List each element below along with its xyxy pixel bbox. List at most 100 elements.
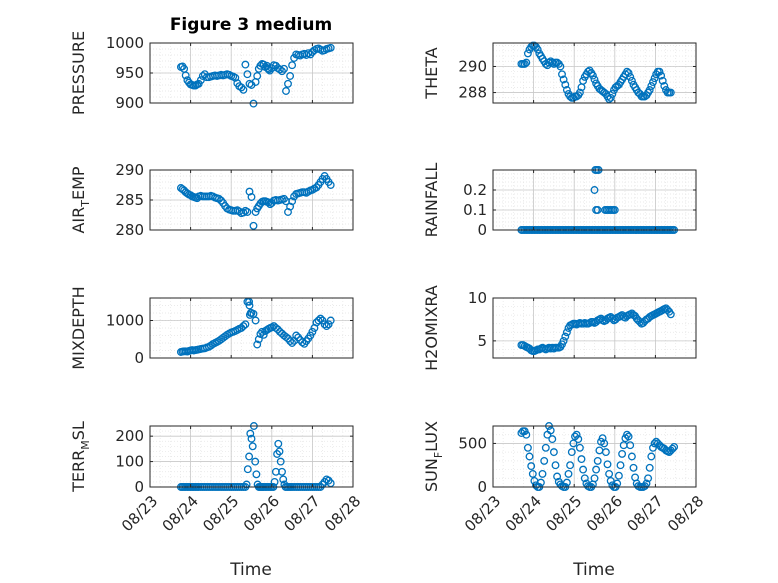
data-point [647,82,656,90]
data-point [522,58,531,67]
data-point [575,88,584,97]
data-point [273,325,282,334]
data-point [561,332,570,341]
data-point [649,78,657,87]
data-point [322,322,331,331]
data-point [246,429,255,438]
axes-box [492,425,697,488]
data-point [606,476,615,485]
data-point [326,181,335,189]
data-point [275,65,284,74]
data-point [598,434,607,443]
data-point [196,76,205,85]
y-tick-label: 0 [134,349,144,367]
data-point [655,67,664,76]
y-tick-label: 1000 [106,312,144,330]
data-point [590,474,599,483]
data-point [546,426,555,435]
y-axis-label: AIRTEMP [69,166,92,233]
subplot-1-pressure: 900 950 1000 PRESSURE [69,31,354,115]
data-point [316,314,325,323]
data-point [248,442,257,451]
data-point [590,75,599,84]
subplot-2-theta: 288 290 THETA [422,41,697,104]
data-point [645,86,654,94]
data-point [533,45,542,54]
data-point [282,333,290,341]
data-point [626,441,635,450]
data-point [253,72,262,80]
data-point [580,474,589,483]
data-point [280,194,288,203]
data-point [306,50,315,59]
data-point [284,79,292,88]
data-point [254,335,263,344]
data-point [288,197,297,206]
data-point [536,478,545,487]
data-point [314,316,323,325]
data-point [525,452,534,461]
data-point [278,67,286,76]
data-point [559,336,568,345]
data-point [270,477,279,486]
y-tick-label: 5 [477,332,487,350]
data-point [286,72,295,80]
subplot-4-rainfall: 0 0.1 0.2 RAINFALL [422,163,697,239]
data-point [645,463,654,472]
data-point [247,193,256,201]
data-point [556,62,565,71]
data-point [282,87,290,95]
data-point [181,71,190,80]
data-point [666,310,675,319]
data-point [564,469,573,478]
data-point [251,316,260,325]
data-point [627,76,636,85]
data-point [592,465,601,474]
data-point [288,339,297,347]
x-axis-label-left: Time [229,560,272,580]
data-point [627,452,636,461]
data-point [608,89,617,98]
data-point [558,70,566,79]
data-point [647,452,656,461]
data-point [278,467,286,476]
data-point [247,434,256,443]
y-tick-label: 0 [477,478,487,496]
data-point [243,465,252,474]
data-point [624,432,633,441]
figure-title: Figure 3 medium [170,15,332,35]
data-point [549,448,558,457]
data-point [249,99,258,108]
data-point [579,465,588,474]
data-point [288,61,297,70]
data-point [286,337,295,346]
data-point [249,221,258,230]
data-point [252,470,261,479]
data-point [614,471,623,480]
data-point [274,439,283,448]
data-point [605,469,614,478]
data-point [572,430,581,439]
data-point [650,74,659,83]
y-tick-label: 0 [134,478,144,496]
data-point [593,206,602,214]
data-point [559,75,568,84]
data-point [280,64,288,73]
data-point [650,439,659,448]
data-point [668,444,677,453]
data-point [540,456,549,465]
data-point [237,83,246,92]
data-point [623,430,631,439]
data-point [562,328,571,337]
data-point [263,64,272,73]
y-tick-label: 290 [458,57,487,75]
data-point [279,475,288,484]
y-tick-label: 10 [468,289,487,307]
data-point [588,71,597,80]
data-point [275,447,284,456]
y-axis-label: H2OMIXRA [422,285,441,371]
data-point [292,331,301,340]
y-tick-label: 100 [115,453,144,471]
x-axis-label-right: Time [572,560,615,580]
y-tick-label: 500 [458,434,487,452]
